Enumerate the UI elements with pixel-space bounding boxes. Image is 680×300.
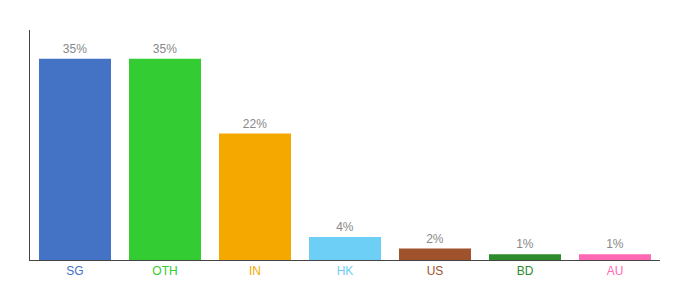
- svg-text:SG: SG: [66, 264, 83, 278]
- svg-text:IN: IN: [249, 264, 261, 278]
- svg-text:35%: 35%: [153, 42, 177, 56]
- svg-text:1%: 1%: [606, 237, 624, 251]
- svg-text:1%: 1%: [516, 237, 534, 251]
- svg-text:4%: 4%: [336, 220, 354, 234]
- svg-text:OTH: OTH: [152, 264, 177, 278]
- svg-text:BD: BD: [517, 264, 534, 278]
- svg-text:2%: 2%: [426, 232, 444, 246]
- svg-text:35%: 35%: [63, 42, 87, 56]
- svg-text:22%: 22%: [243, 117, 267, 131]
- svg-text:AU: AU: [607, 264, 624, 278]
- svg-text:US: US: [427, 264, 444, 278]
- svg-text:HK: HK: [337, 264, 354, 278]
